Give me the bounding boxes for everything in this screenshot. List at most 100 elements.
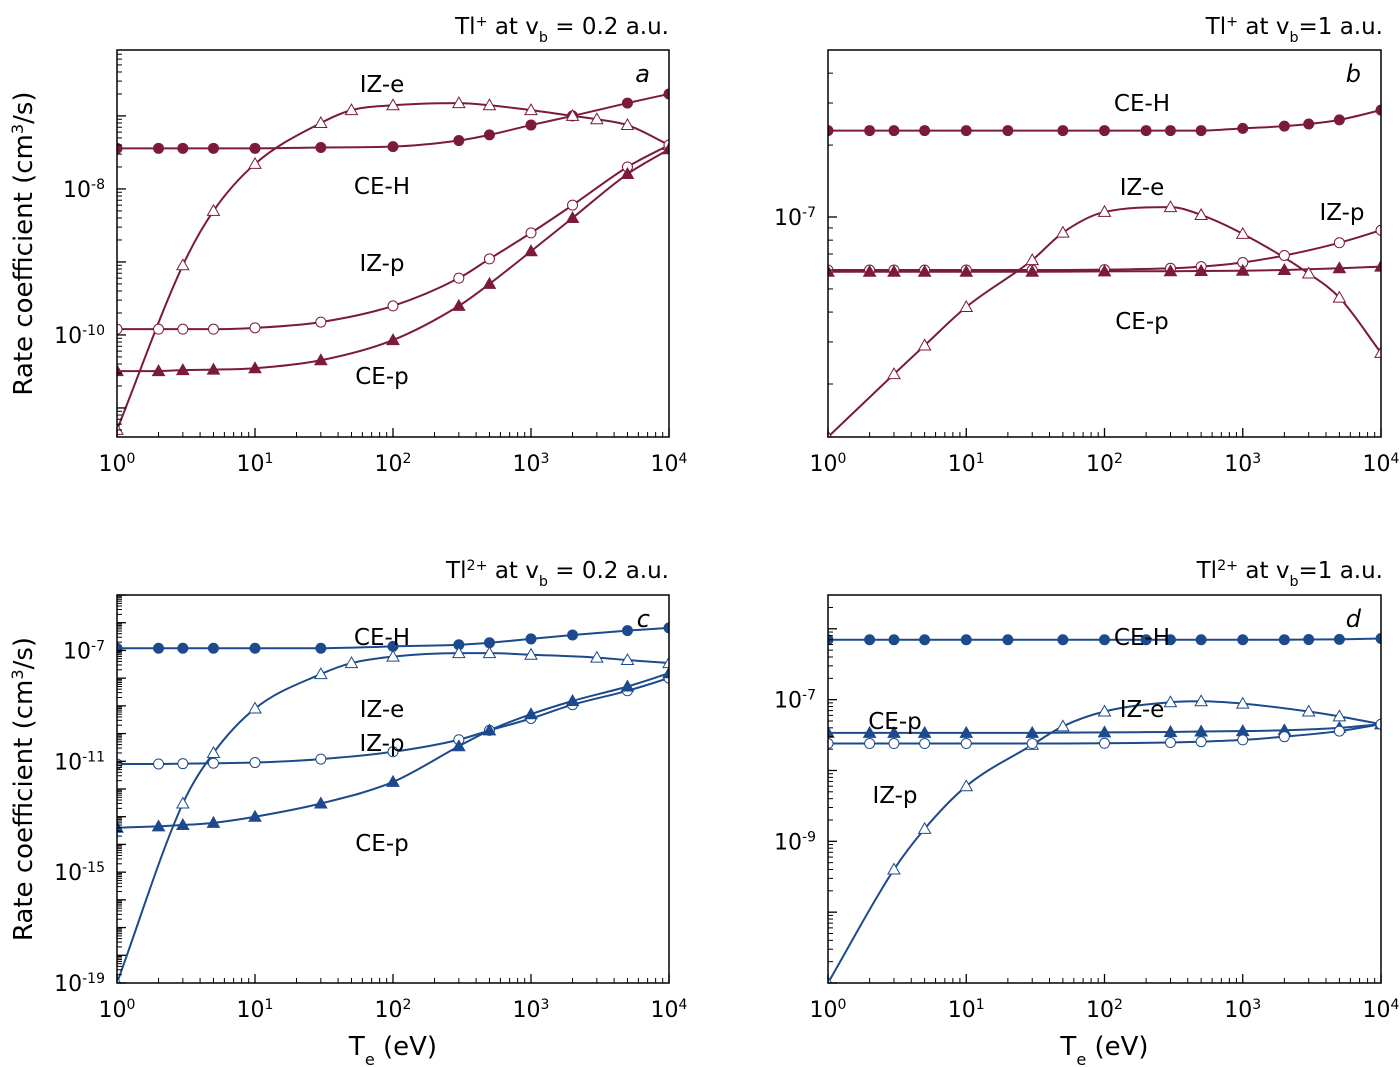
data-point-marker-ce-p-12 <box>662 666 669 679</box>
data-point-marker-ce-p-3 <box>917 264 932 277</box>
x-tick-label: 101 <box>237 451 274 477</box>
x-tick-label: 100 <box>99 451 136 477</box>
data-point-marker-ce-h-14 <box>1333 633 1345 645</box>
data-point-marker-ce-p-5 <box>313 796 328 809</box>
data-point-marker-ce-h-14 <box>1333 114 1345 126</box>
data-point-marker-iz-e-5 <box>344 656 359 669</box>
x-tick-label: 104 <box>651 451 688 477</box>
data-point-marker-iz-e-6 <box>1097 204 1112 217</box>
curve-label-iz-e: IZ-e <box>360 697 405 723</box>
data-point-marker-iz-p-3 <box>207 323 219 335</box>
y-tick-label: 10-7 <box>63 638 105 664</box>
data-point-marker-iz-e-11 <box>620 653 635 666</box>
data-point-marker-ce-h-11 <box>1237 122 1249 134</box>
data-point-marker-iz-e-12 <box>1374 345 1381 358</box>
x-tick-label: 100 <box>99 997 136 1023</box>
data-point-marker-ce-p-0 <box>828 264 835 277</box>
data-point-marker-ce-p-6 <box>386 333 400 346</box>
x-tick-label: 102 <box>1086 451 1123 477</box>
data-point-marker-iz-e-6 <box>386 649 400 662</box>
data-point-marker-ce-p-1 <box>151 364 166 377</box>
x-axis-label: Te (eV) <box>1059 1032 1148 1067</box>
data-point-marker-ce-p-7 <box>1163 724 1178 737</box>
data-point-marker-iz-p-1 <box>864 738 876 750</box>
data-point-marker-ce-p-3 <box>206 815 221 828</box>
data-point-marker-iz-e-4 <box>313 667 328 680</box>
data-point-marker-ce-p-9 <box>524 244 538 257</box>
panel-letter: a <box>635 60 650 88</box>
data-point-marker-ce-p-2 <box>887 725 901 738</box>
data-point-marker-ce-p-6 <box>1097 725 1112 738</box>
data-point-marker-iz-p-5 <box>1026 738 1038 750</box>
x-tick-label: 102 <box>1086 997 1123 1023</box>
series-line-iz-e <box>828 206 1381 437</box>
data-point-marker-iz-p-11 <box>1333 237 1345 249</box>
data-point-marker-ce-p-12 <box>662 142 669 155</box>
curve-label-ce-p: CE-p <box>1115 309 1169 335</box>
data-point-marker-iz-p-2 <box>177 323 189 335</box>
data-point-marker-iz-p-3 <box>207 757 219 769</box>
data-point-marker-iz-p-12 <box>1375 224 1381 236</box>
data-point-marker-iz-e-11 <box>1332 290 1347 303</box>
data-point-marker-ce-h-0 <box>828 125 834 137</box>
x-tick-label: 102 <box>375 997 412 1023</box>
data-point-marker-iz-p-6 <box>387 746 399 758</box>
data-point-marker-iz-e-7 <box>1163 200 1178 213</box>
data-point-marker-ce-p-9 <box>1235 263 1250 276</box>
data-point-marker-iz-p-6 <box>387 300 399 312</box>
y-tick-label: 10-10 <box>54 323 105 349</box>
data-point-marker-ce-p-5 <box>1025 264 1040 277</box>
data-point-marker-ce-p-10 <box>565 693 580 706</box>
panel-letter: d <box>1346 605 1362 633</box>
data-point-marker-ce-h-4 <box>960 125 972 137</box>
data-point-marker-ce-p-8 <box>1194 724 1208 737</box>
curve-label-ce-p: CE-p <box>355 364 409 390</box>
data-point-marker-iz-e-10 <box>565 108 580 121</box>
data-point-marker-iz-p-1 <box>153 758 165 770</box>
chart-panel-c: 100 101 102 103 104 10-19 10-15 10-11 10-7 Tl2+ a… <box>8 558 688 1067</box>
x-tick-label: 103 <box>513 451 550 477</box>
data-point-marker-ce-p-0 <box>117 820 124 833</box>
data-point-marker-ce-h-12 <box>663 88 669 100</box>
data-point-marker-ce-p-11 <box>620 167 635 180</box>
data-point-marker-ce-p-5 <box>313 353 328 366</box>
x-tick-label: 100 <box>810 997 847 1023</box>
data-point-marker-ce-h-3 <box>207 142 219 154</box>
data-point-marker-iz-p-5 <box>315 316 327 328</box>
data-point-marker-iz-p-0 <box>117 323 123 335</box>
data-point-marker-iz-e-9 <box>1235 226 1250 239</box>
y-axis-label: Rate coefficient (cm3/s) <box>8 91 40 395</box>
data-point-marker-ce-p-1 <box>151 819 166 832</box>
plot-frame <box>827 49 1382 438</box>
series-line-ce-h <box>828 637 1381 641</box>
x-tick-label: 103 <box>1224 451 1261 477</box>
panel-title: Tl2+ at vb=1 a.u. <box>1196 558 1383 590</box>
data-point-marker-iz-p-5 <box>315 753 327 765</box>
data-point-marker-iz-e-12 <box>620 118 635 131</box>
curve-label-ce-p: CE-p <box>355 831 409 857</box>
data-point-marker-iz-e-5 <box>344 103 359 116</box>
series-group <box>117 88 669 435</box>
data-point-marker-iz-p-4 <box>960 738 972 750</box>
panel-title: Tl+ at vb = 0.2 a.u. <box>454 14 669 46</box>
data-point-marker-iz-e-1 <box>175 796 190 809</box>
data-point-marker-ce-h-15 <box>1375 104 1381 116</box>
data-point-marker-ce-h-9 <box>1164 125 1176 137</box>
x-axis-label: Te (eV) <box>348 1032 437 1067</box>
data-point-marker-ce-p-8 <box>482 723 497 736</box>
data-point-marker-iz-p-7 <box>1164 737 1176 749</box>
data-point-marker-ce-h-7 <box>1099 634 1110 646</box>
data-point-marker-ce-p-8 <box>482 276 497 289</box>
x-tick-label: 101 <box>237 997 274 1023</box>
x-tick-label: 100 <box>810 451 847 477</box>
y-axis-label: Rate coefficient (cm3/s) <box>8 637 40 941</box>
panel-title: Tl+ at vb=1 a.u. <box>1205 14 1383 46</box>
curve-label-iz-p: IZ-p <box>872 783 917 809</box>
y-tick-label: 10-7 <box>774 205 816 231</box>
series-line-ce-h <box>828 109 1381 132</box>
data-point-marker-ce-p-2 <box>175 363 190 376</box>
y-tick-label: 10-7 <box>774 688 816 714</box>
data-point-marker-iz-e-1 <box>175 258 190 271</box>
data-point-marker-iz-p-4 <box>249 757 261 769</box>
series-group <box>828 632 1381 983</box>
